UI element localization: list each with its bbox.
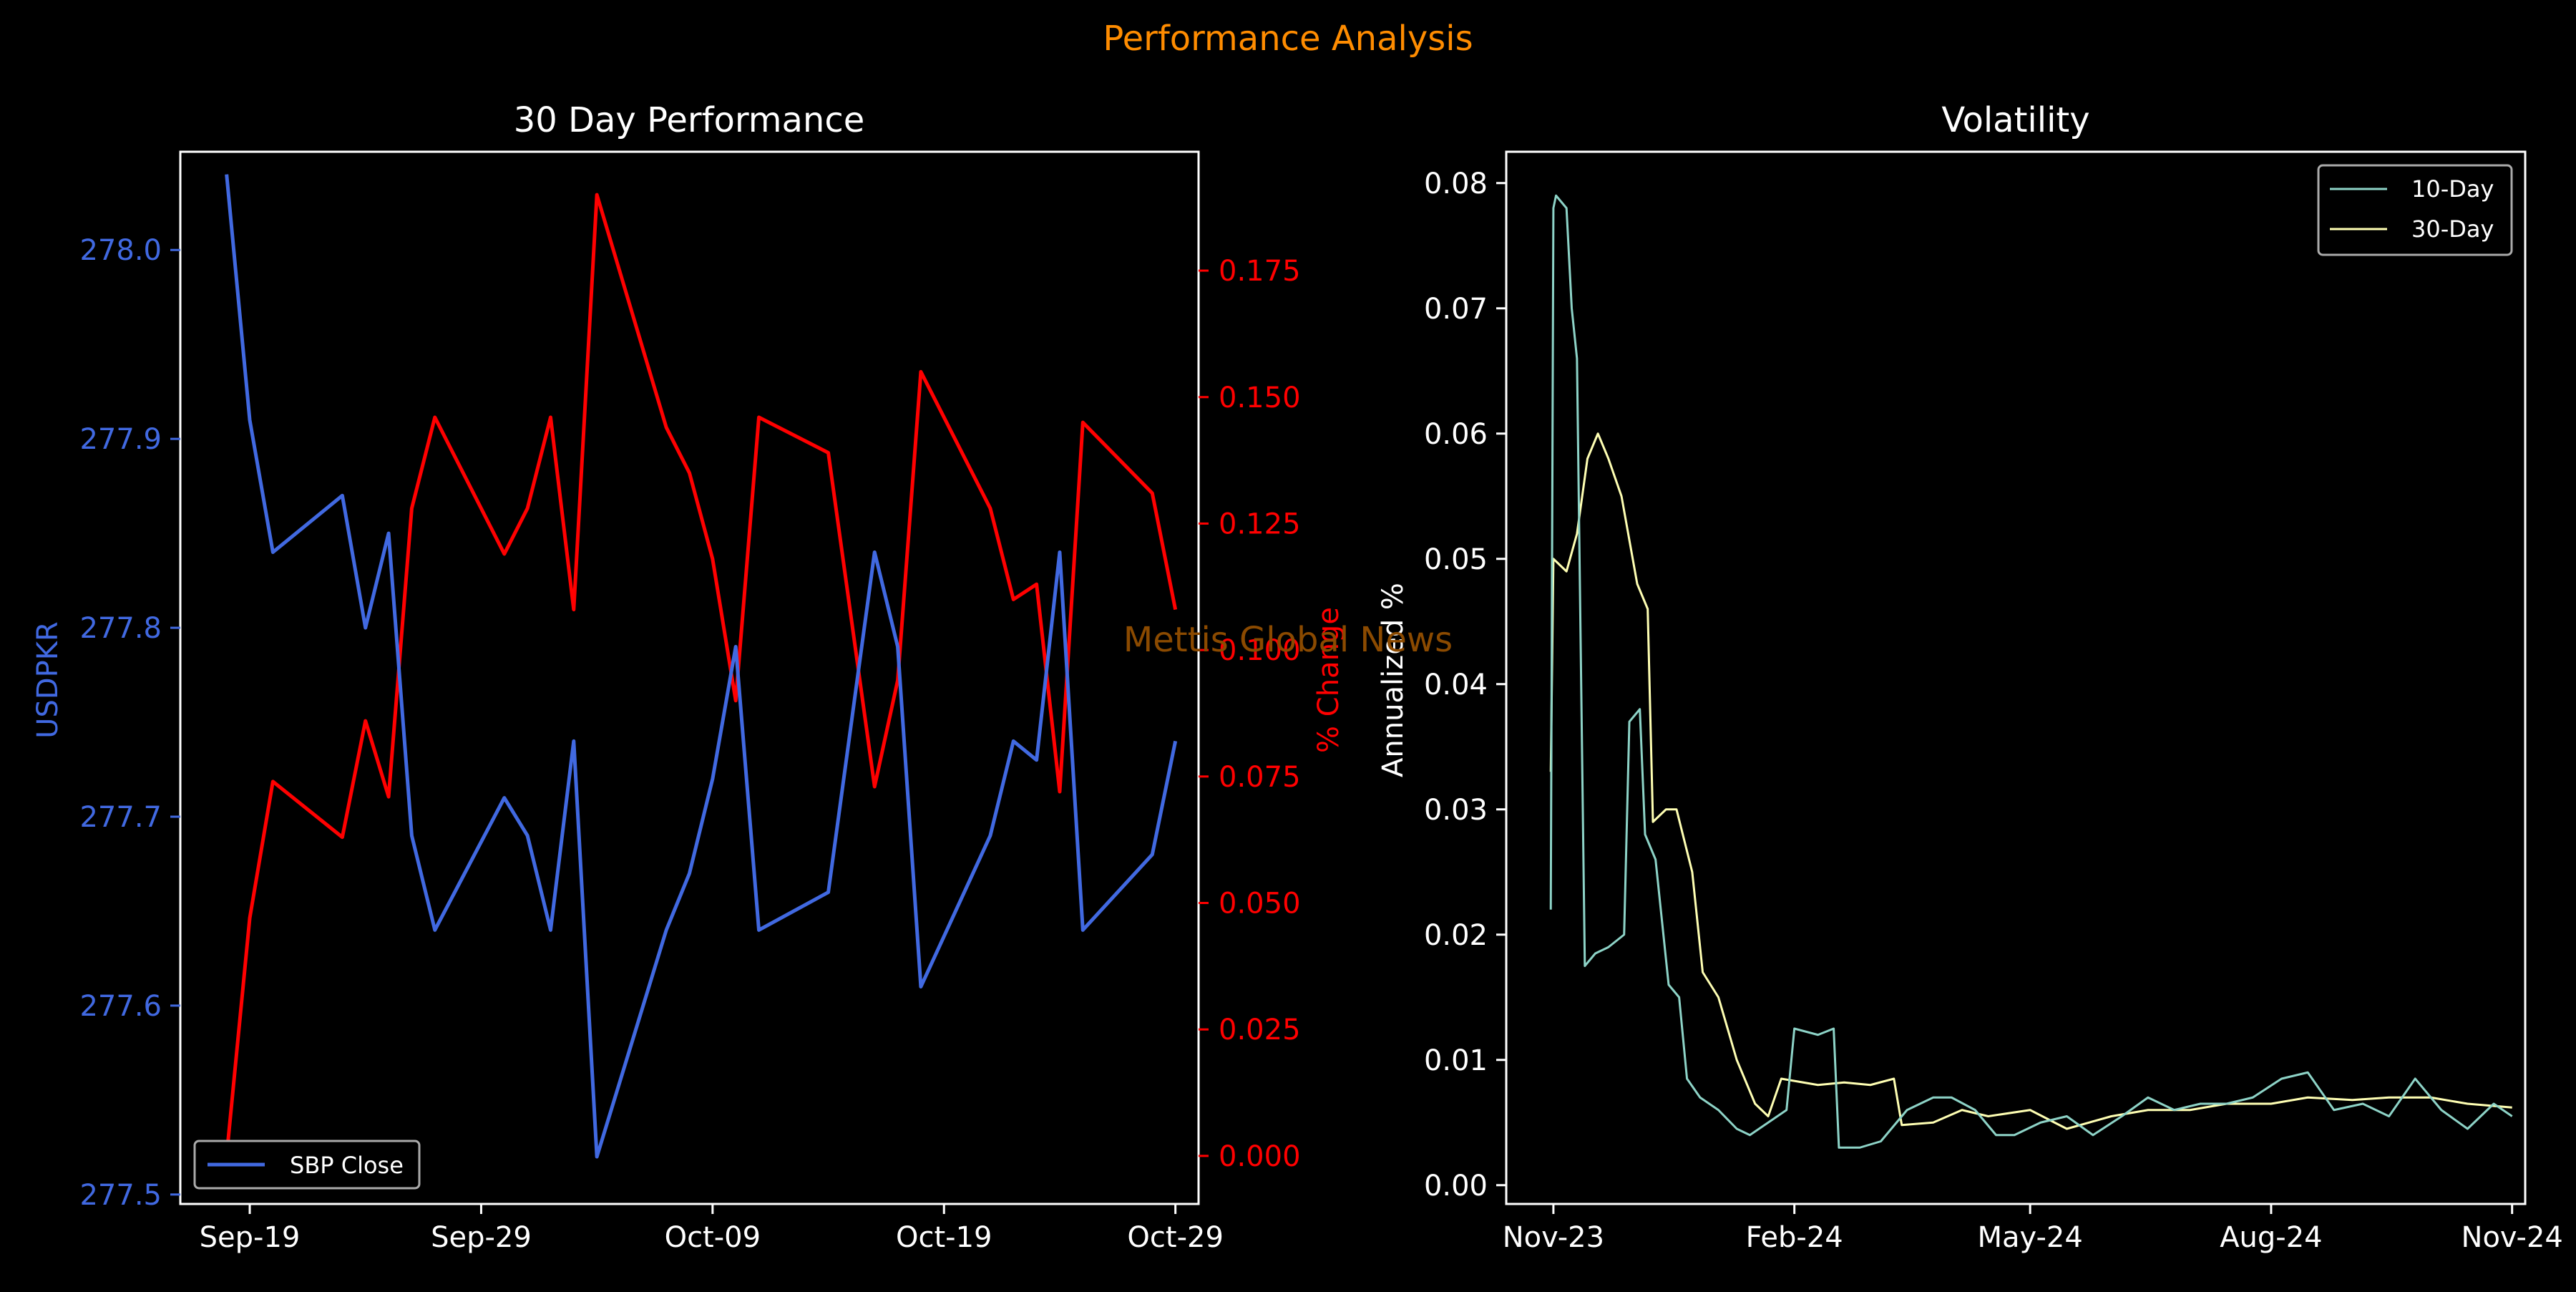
- chart2-y-tick-label: 0.06: [1424, 418, 1488, 451]
- chart2-y-tick-label: 0.02: [1424, 919, 1488, 952]
- chart1-x-tick-label: Oct-19: [896, 1221, 992, 1254]
- chart1-x-tick-label: Oct-29: [1127, 1221, 1224, 1254]
- chart1-right-y-tick-label: 0.100: [1219, 634, 1301, 667]
- chart1-left-y-tick-label: 277.6: [79, 990, 162, 1023]
- series-line-sbp-close: [225, 174, 1178, 1159]
- chart1-plot-area: Sep-19 Sep-29 Oct-09 Oct-19 Oct-29 277.5 277.6…: [79, 150, 1301, 1254]
- chart2-x-tick-label: Nov-23: [1503, 1221, 1604, 1254]
- chart1-right-y-tick-label: 0.150: [1219, 382, 1301, 414]
- legend-label-10-day: 10-Day: [2411, 175, 2494, 203]
- chart2-y-tick-label: 0.00: [1424, 1170, 1488, 1203]
- watermark: Mettis Global News: [1123, 620, 1453, 660]
- chart1-title: 30 Day Performance: [514, 100, 865, 140]
- chart2-x-tick-label: May-24: [1977, 1221, 2082, 1254]
- chart1-left-y-tick-label: 277.7: [79, 801, 162, 834]
- series-line-30-day: [1549, 432, 2512, 1130]
- chart2-frame: [1505, 150, 2527, 1205]
- chart2-x-tick-label: Nov-24: [2462, 1221, 2563, 1254]
- chart1-x-tick-label: Oct-09: [665, 1221, 761, 1254]
- chart2-plot-area: Nov-23 Feb-24 May-24 Aug-24 Nov-24 0.00 0.01 0.…: [1424, 150, 2563, 1254]
- chart1-legend: SBP Close: [193, 1140, 421, 1190]
- chart1-left-y-tick-label: 277.8: [79, 612, 162, 645]
- chart2-title: Volatility: [1941, 100, 2089, 140]
- chart1-right-y-tick-label: 0.175: [1219, 255, 1301, 288]
- legend-frame: [193, 1140, 421, 1190]
- legend-label-30-day: 30-Day: [2411, 215, 2494, 243]
- chart1-right-y-tick-label: 0.050: [1219, 887, 1301, 920]
- legend-label-sbp-close: SBP Close: [290, 1152, 404, 1179]
- chart1-right-y-tick-label: 0.075: [1219, 761, 1301, 794]
- chart2-legend: 10-Day 30-Day: [2317, 164, 2513, 256]
- chart1-x-tick-label: Sep-29: [431, 1221, 532, 1254]
- series-line-pct-change: [225, 193, 1178, 1157]
- chart2-y-axis-label: Annualized %: [1377, 583, 1410, 777]
- chart2-y-tick-label: 0.01: [1424, 1044, 1488, 1077]
- chart1-x-tick-label: Sep-19: [200, 1221, 301, 1254]
- chart1-left-y-tick-label: 277.5: [79, 1179, 162, 1212]
- chart1-left-y-tick-label: 277.9: [79, 423, 162, 456]
- suptitle: Performance Analysis: [1103, 19, 1473, 59]
- chart1-right-axis-label: % Change: [1312, 607, 1345, 753]
- chart1-left-axis-label: USDPKR: [31, 621, 64, 739]
- chart2-y-tick-label: 0.08: [1424, 167, 1488, 200]
- chart2-y-tick-label: 0.04: [1424, 669, 1488, 701]
- chart1-frame: [179, 150, 1200, 1205]
- chart1-right-y-tick-label: 0.025: [1219, 1014, 1301, 1046]
- legend-frame: [2317, 164, 2513, 256]
- series-line-10-day: [1549, 194, 2513, 1149]
- chart2-y-tick-label: 0.05: [1424, 543, 1488, 576]
- chart2-x-tick-label: Feb-24: [1746, 1221, 1843, 1254]
- chart1-right-y-tick-label: 0.125: [1219, 507, 1301, 540]
- chart2-y-tick-label: 0.07: [1424, 293, 1488, 326]
- chart1-left-y-tick-label: 278.0: [79, 234, 162, 267]
- chart1-right-y-tick-label: 0.000: [1219, 1140, 1301, 1173]
- chart2-y-tick-label: 0.03: [1424, 794, 1488, 827]
- chart2-x-tick-label: Aug-24: [2220, 1221, 2322, 1254]
